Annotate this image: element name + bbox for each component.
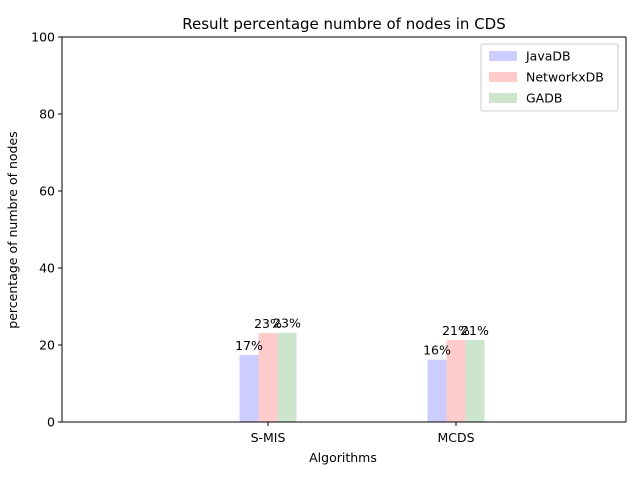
data-label-javadb-mcds: 16% <box>423 343 451 358</box>
bar-networkxdb-s-mis <box>258 333 278 422</box>
bars-group <box>239 332 485 422</box>
data-label-javadb-s-mis: 17% <box>235 338 263 353</box>
y-tick-label: 40 <box>39 261 55 276</box>
x-tick-label-mcds: MCDS <box>437 430 474 445</box>
y-tick-label: 60 <box>39 184 55 199</box>
data-labels-group: 17% 23%23% 16% 21%21% <box>235 316 489 358</box>
legend-swatch-javadb <box>489 51 517 61</box>
legend-label-gadb: GADB <box>526 91 562 106</box>
x-tick-label-s-mis: S-MIS <box>251 430 286 445</box>
bar-gadb-s-mis <box>277 332 297 422</box>
legend-label-networkxdb: NetworkxDB <box>526 70 604 85</box>
legend-label-javadb: JavaDB <box>525 49 571 64</box>
bar-javadb-s-mis <box>239 355 259 422</box>
x-axis-label: Algorithms <box>309 450 377 465</box>
data-label-gadb-s-mis: 23% <box>273 316 301 331</box>
bar-gadb-mcds <box>465 339 485 422</box>
legend-swatch-networkxdb <box>489 72 517 82</box>
y-tick-label: 100 <box>31 30 55 45</box>
y-tick-label: 0 <box>47 415 55 430</box>
legend-swatch-gadb <box>489 93 517 103</box>
data-label-networkxdb-mcds: 21% <box>442 323 470 338</box>
legend: JavaDB NetworkxDB GADB <box>480 43 619 112</box>
data-label-networkxdb-s-mis: 23% <box>254 316 282 331</box>
axes-group <box>61 36 627 423</box>
y-axis-label: percentage of numbre of nodes <box>5 131 20 328</box>
y-tick-label: 20 <box>39 338 55 353</box>
y-tick-label: 80 <box>39 107 55 122</box>
ticks-group: 0 20 40 60 80 100 S-MIS MCDS <box>31 30 474 446</box>
chart-title: Result percentage numbre of nodes in CDS <box>182 15 506 33</box>
data-label-gadb-mcds: 21% <box>461 323 489 338</box>
bar-javadb-mcds <box>427 359 447 422</box>
bar-networkxdb-mcds <box>446 339 466 422</box>
